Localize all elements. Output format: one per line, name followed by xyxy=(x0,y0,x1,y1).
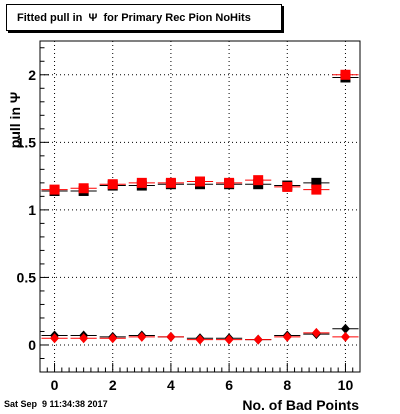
data-point-square xyxy=(340,69,351,80)
data-point-diamond xyxy=(340,323,350,334)
x-tick-label: 0 xyxy=(51,377,59,393)
y-tick-label: 2 xyxy=(28,67,36,83)
data-point-square xyxy=(253,175,264,186)
data-point-diamond xyxy=(50,333,60,344)
data-point-square xyxy=(282,181,293,192)
data-point-diamond xyxy=(311,327,321,338)
x-tick-label: 10 xyxy=(338,377,354,393)
timestamp: Sat Sep 9 11:34:38 2017 xyxy=(4,399,108,409)
data-point-diamond xyxy=(79,333,89,344)
x-tick-label: 4 xyxy=(167,377,175,393)
data-point-diamond xyxy=(340,331,350,342)
data-point-square xyxy=(195,176,205,187)
x-tick-label: 6 xyxy=(225,377,233,393)
data-point-diamond xyxy=(253,334,263,345)
y-tick-label: 0.5 xyxy=(17,269,37,285)
data-point-square xyxy=(311,184,322,195)
data-point-square xyxy=(78,183,89,194)
y-axis-title: pull in Ψ xyxy=(7,92,23,148)
data-point-diamond xyxy=(195,334,205,345)
plot-frame xyxy=(39,40,361,373)
data-point-square xyxy=(311,177,322,188)
data-point-square xyxy=(49,184,60,195)
y-tick-label: 1.5 xyxy=(17,134,37,150)
x-axis-title: No. of Bad Points xyxy=(242,397,359,413)
data-point-diamond xyxy=(137,331,147,342)
y-tick-label: 0 xyxy=(28,337,36,353)
x-tick-label: 2 xyxy=(109,377,117,393)
data-point-square xyxy=(136,177,147,188)
data-point-diamond xyxy=(224,334,234,345)
data-point-diamond xyxy=(166,331,176,342)
chart-title: Fitted pull in Ψ for Primary Rec Pion No… xyxy=(6,4,282,31)
data-point-diamond xyxy=(108,333,118,344)
series-3 xyxy=(41,327,359,345)
data-point-square xyxy=(165,177,176,188)
y-tick-label: 1 xyxy=(28,202,36,218)
series-1 xyxy=(41,69,359,195)
data-point-square xyxy=(107,179,118,190)
data-point-diamond xyxy=(282,331,292,342)
data-point-square xyxy=(224,177,235,188)
x-tick-label: 8 xyxy=(283,377,291,393)
